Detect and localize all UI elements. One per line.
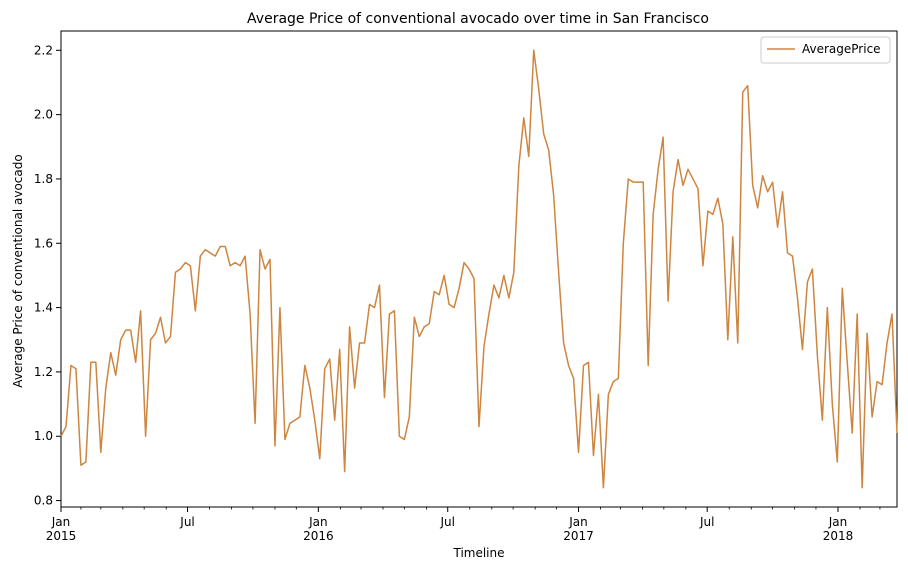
- y-axis: 0.8 1.0 1.2 1.4 1.6 1.8 2.0 2.2: [34, 43, 61, 508]
- x-tick-year-label: 2018: [823, 529, 854, 543]
- x-tick-label: Jan: [828, 515, 848, 529]
- plot-frame: [60, 30, 898, 508]
- x-tick-label: Jul: [699, 515, 714, 529]
- chart-title: Average Price of conventional avocado ov…: [247, 11, 709, 27]
- x-tick-label: Jul: [179, 515, 194, 529]
- y-axis-label: Average Price of conventional avocado: [11, 154, 25, 387]
- x-tick-label: Jan: [51, 515, 71, 529]
- y-tick-label: 2.2: [34, 43, 53, 57]
- x-tick-year-label: 2016: [303, 529, 334, 543]
- y-tick-label: 1.4: [34, 301, 53, 315]
- x-tick-label: Jan: [308, 515, 328, 529]
- legend-box: [760, 36, 891, 64]
- series-line-0: [60, 49, 898, 489]
- y-tick-label: 0.8: [34, 494, 53, 508]
- x-tick-year-label: 2017: [563, 529, 594, 543]
- x-tick-label: Jan: [568, 515, 588, 529]
- y-tick-label: 1.0: [34, 429, 53, 443]
- y-tick-label: 2.0: [34, 108, 53, 122]
- x-tick-year-label: 2015: [46, 529, 77, 543]
- y-tick-label: 1.6: [34, 236, 53, 250]
- y-tick-label: 1.8: [34, 172, 53, 186]
- legend-label: AveragePrice: [802, 42, 881, 56]
- legend: AveragePrice: [760, 36, 891, 64]
- x-axis-label: Timeline: [452, 546, 504, 560]
- series-layer: [60, 49, 898, 489]
- x-tick-label: Jul: [439, 515, 454, 529]
- y-tick-label: 1.2: [34, 365, 53, 379]
